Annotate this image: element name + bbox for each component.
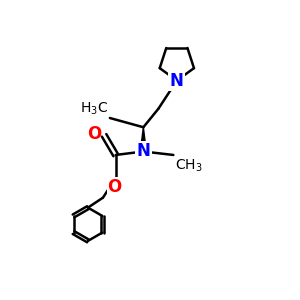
Text: CH$_3$: CH$_3$ xyxy=(175,157,203,174)
Text: N: N xyxy=(136,142,150,160)
Text: N: N xyxy=(170,72,184,90)
Polygon shape xyxy=(140,127,146,152)
Text: H$_3$C: H$_3$C xyxy=(80,100,108,117)
Text: O: O xyxy=(107,178,122,196)
Text: O: O xyxy=(87,125,101,143)
